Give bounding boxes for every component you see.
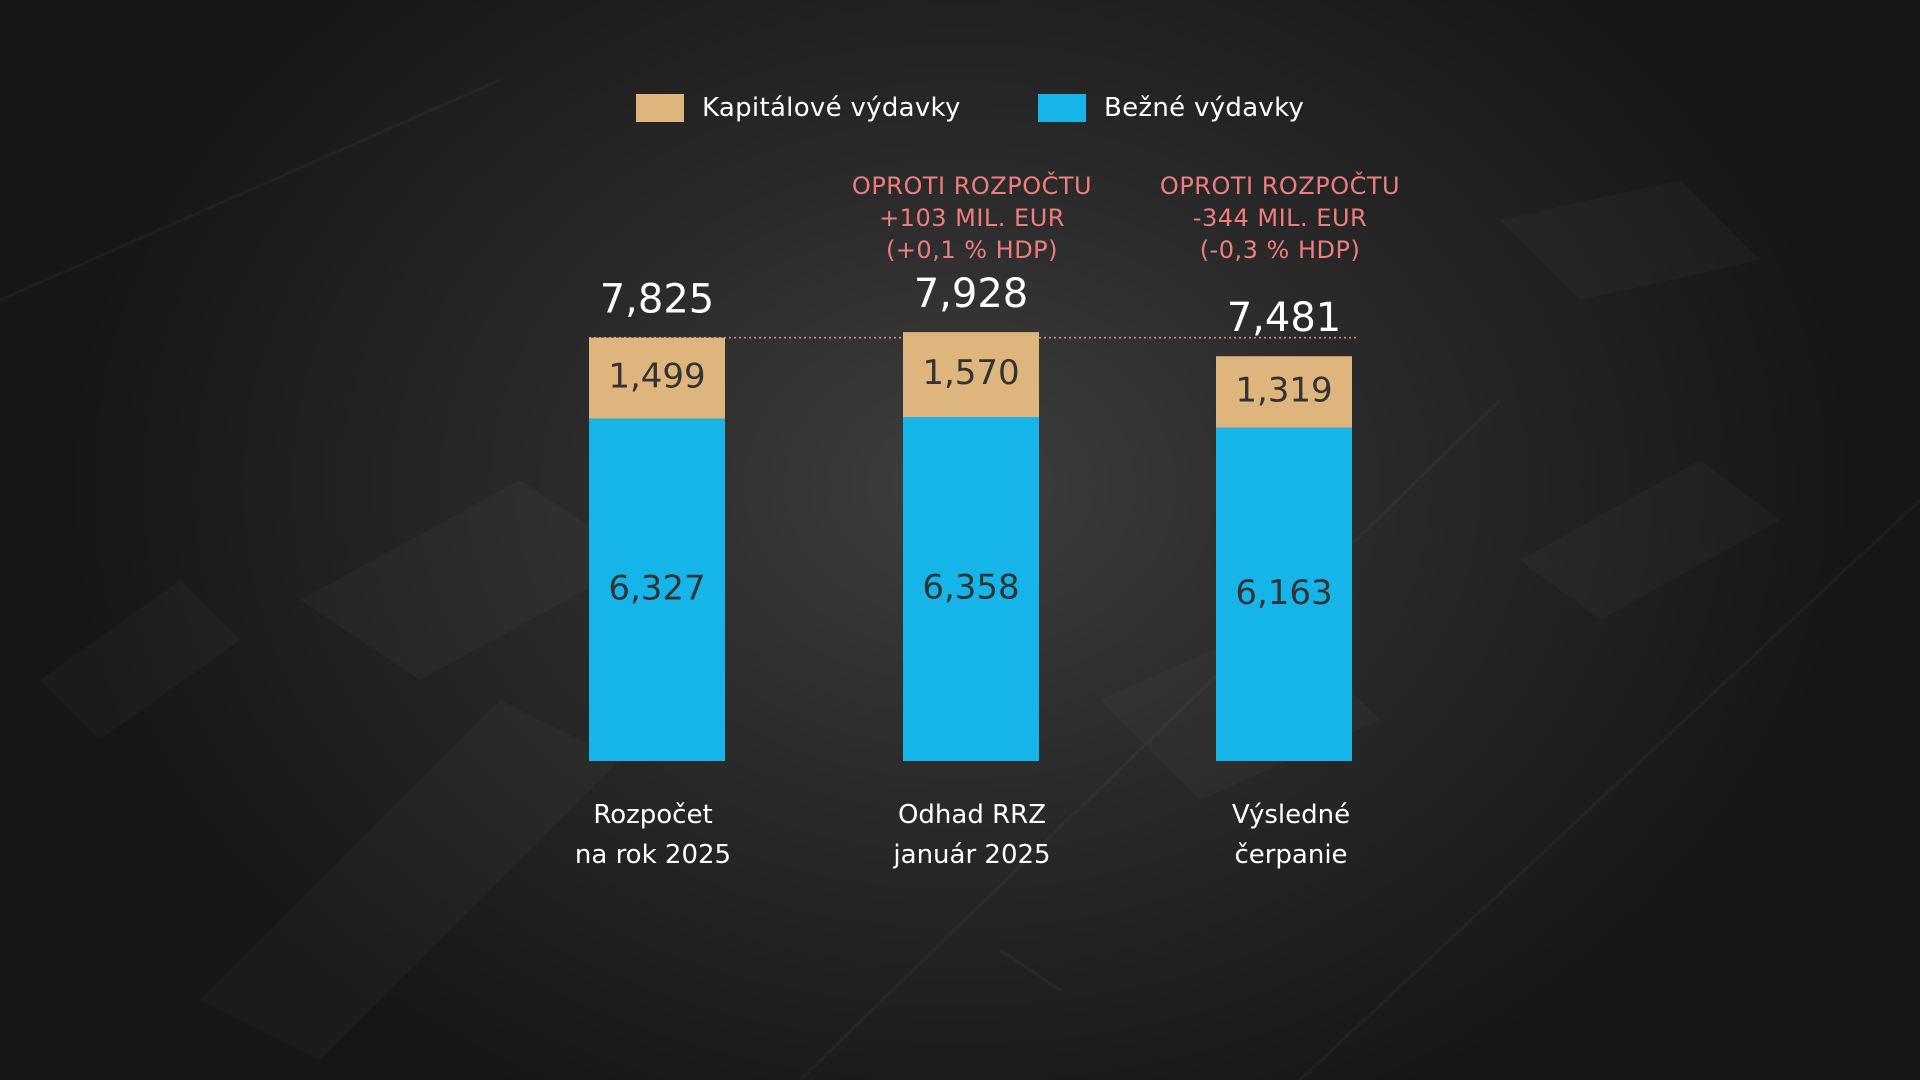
bar-capital xyxy=(1216,356,1352,428)
data-label-capital: 1,319 xyxy=(1235,370,1332,410)
annotation-line: +103 MIL. EUR xyxy=(879,204,1065,232)
category-label-line: čerpanie xyxy=(1234,840,1348,870)
data-label-capital: 1,499 xyxy=(608,357,705,397)
bar-current xyxy=(589,418,725,761)
data-label-current: 6,358 xyxy=(922,568,1019,608)
category-label-line: január 2025 xyxy=(893,840,1051,870)
category-label-line: Rozpočet xyxy=(593,800,713,830)
annotation-estimate: OPROTI ROZPOČTU +103 MIL. EUR (+0,1 % HD… xyxy=(822,170,1122,266)
category-label: Odhad RRZ január 2025 xyxy=(852,795,1092,875)
legend-item-capital: Kapitálové výdavky xyxy=(636,92,961,124)
annotation-actual: OPROTI ROZPOČTU -344 MIL. EUR (-0,3 % HD… xyxy=(1130,170,1430,266)
bar-current xyxy=(903,417,1039,761)
annotation-line: OPROTI ROZPOČTU xyxy=(851,172,1093,200)
data-label-total: 7,825 xyxy=(600,277,715,323)
data-label-total: 7,928 xyxy=(914,271,1029,317)
legend-swatch-current xyxy=(1038,94,1086,122)
annotation-line: (-0,3 % HDP) xyxy=(1199,236,1361,264)
category-label-line: Odhad RRZ xyxy=(897,800,1047,830)
legend-item-current: Bežné výdavky xyxy=(1038,92,1304,124)
annotation-line: (+0,1 % HDP) xyxy=(885,236,1059,264)
legend-swatch-capital xyxy=(636,94,684,122)
data-label-capital: 1,570 xyxy=(922,353,1019,393)
legend-label-capital: Kapitálové výdavky xyxy=(702,93,961,123)
annotation-line: OPROTI ROZPOČTU xyxy=(1159,172,1401,200)
category-label-line: Výsledné xyxy=(1231,800,1351,830)
bar-capital xyxy=(589,337,725,419)
annotation-line: -344 MIL. EUR xyxy=(1192,204,1368,232)
category-label: Výsledné čerpanie xyxy=(1171,795,1411,875)
bar-current xyxy=(1216,427,1352,761)
data-label-current: 6,327 xyxy=(608,568,705,608)
category-label: Rozpočet na rok 2025 xyxy=(533,795,773,875)
data-label-total: 7,481 xyxy=(1227,295,1342,341)
data-label-current: 6,163 xyxy=(1235,573,1332,613)
legend-label-current: Bežné výdavky xyxy=(1104,93,1305,123)
category-label-line: na rok 2025 xyxy=(574,840,732,870)
bar-capital xyxy=(903,332,1039,418)
